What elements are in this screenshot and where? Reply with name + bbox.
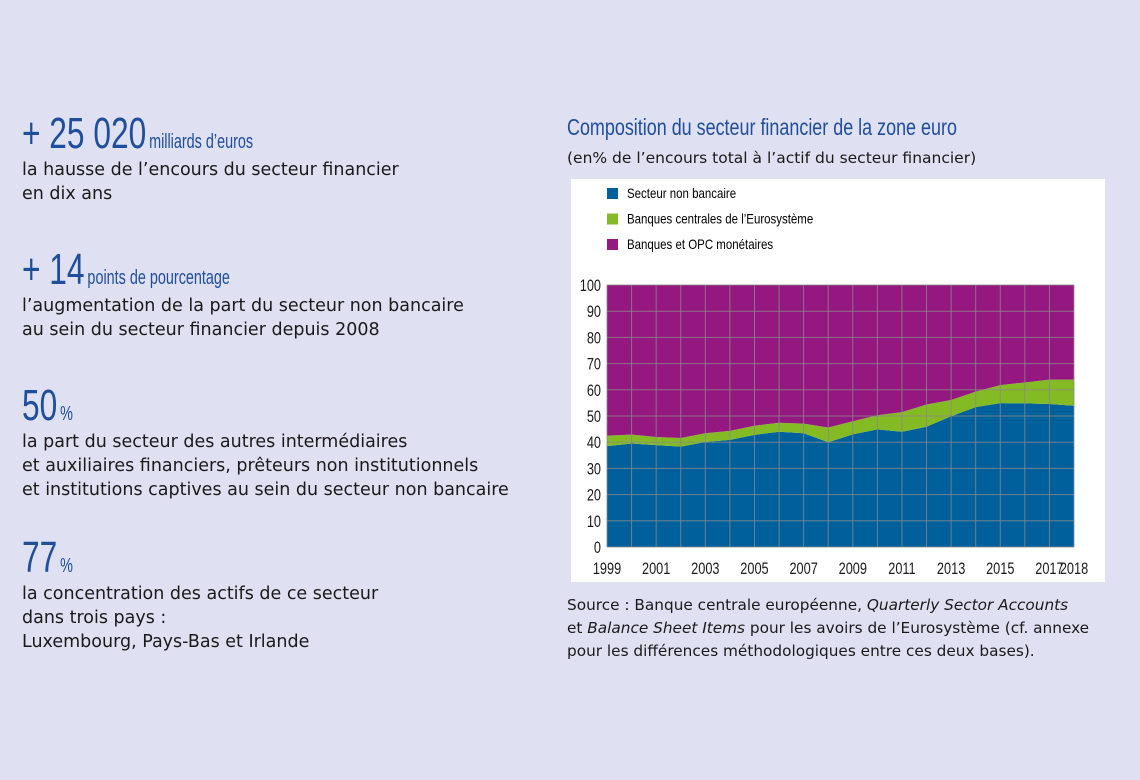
x-tick-label: 2001 bbox=[642, 559, 670, 578]
x-tick-label: 2013 bbox=[937, 559, 965, 578]
legend-swatch bbox=[607, 239, 618, 250]
x-tick-label: 2011 bbox=[888, 559, 915, 578]
source-title: Balance Sheet Items bbox=[587, 619, 746, 637]
description-line: au sein du secteur financier depuis 2008 bbox=[22, 320, 380, 340]
y-tick-label: 70 bbox=[587, 355, 601, 374]
area-series-2 bbox=[607, 285, 1074, 439]
y-tick-label: 10 bbox=[587, 512, 601, 531]
key-figure-heading: + 14 points de pourcentage bbox=[22, 248, 230, 292]
key-figure-value: + 14 bbox=[22, 245, 85, 294]
description-line: l’augmentation de la part du secteur non… bbox=[22, 296, 464, 316]
description-line: la concentration des actifs de ce secteu… bbox=[22, 584, 379, 604]
x-tick-label: 2005 bbox=[740, 559, 768, 578]
y-tick-label: 20 bbox=[587, 486, 601, 505]
key-figure-unit: milliards d’euros bbox=[149, 131, 254, 153]
chart: Secteur non bancaire Banques centrales de… bbox=[571, 179, 1105, 582]
y-tick-label: 50 bbox=[587, 407, 601, 426]
source-text: pour les avoirs de l’Eurosystème (cf. an… bbox=[745, 619, 1090, 637]
description-line: la hausse de l’encours du secteur financ… bbox=[22, 160, 399, 180]
source-text: et bbox=[567, 619, 588, 637]
key-figure-unit: points de pourcentage bbox=[87, 267, 230, 289]
source-note: Source : Banque centrale européenne, Qua… bbox=[567, 594, 1127, 663]
y-tick-label: 60 bbox=[587, 381, 601, 400]
y-tick-label: 40 bbox=[587, 433, 601, 452]
x-tick-label: 2007 bbox=[789, 559, 817, 578]
legend-label: Secteur non bancaire bbox=[627, 185, 736, 201]
description-line: Luxembourg, Pays-Bas et Irlande bbox=[22, 632, 310, 652]
key-figure-value: 77 bbox=[22, 533, 58, 582]
legend-swatch bbox=[607, 213, 618, 225]
description-line: et auxiliaires financiers, prêteurs non … bbox=[22, 456, 479, 476]
x-tick-label: 2015 bbox=[986, 559, 1014, 578]
source-title: Quarterly Sector Accounts bbox=[866, 596, 1069, 614]
area-series-0 bbox=[607, 403, 1074, 547]
key-figure-value: + 25 020 bbox=[22, 109, 147, 158]
legend-label: Banques et OPC monétaires bbox=[627, 236, 773, 252]
x-tick-label: 1999 bbox=[593, 559, 621, 578]
description-line: et institutions captives au sein du sect… bbox=[22, 480, 509, 500]
key-figure: + 25 020 milliards d’euros la hausse de l’… bbox=[22, 112, 399, 206]
key-figure-description: la part du secteur des autres intermédia… bbox=[22, 430, 509, 502]
chart-svg: Secteur non bancaire Banques centrales de… bbox=[580, 185, 1088, 579]
legend-swatch bbox=[607, 188, 618, 199]
source-text: Source : Banque centrale européenne, bbox=[567, 596, 867, 614]
x-tick-label: 2018 bbox=[1060, 559, 1088, 578]
key-figure-unit: % bbox=[60, 555, 73, 577]
y-tick-label: 0 bbox=[594, 538, 601, 557]
y-tick-label: 30 bbox=[587, 460, 601, 479]
key-figure: + 14 points de pourcentage l’augmentation … bbox=[22, 248, 464, 342]
y-tick-label: 80 bbox=[587, 329, 601, 348]
description-line: dans trois pays : bbox=[22, 608, 167, 628]
key-figure-value: 50 bbox=[22, 381, 58, 430]
x-tick-label: 2009 bbox=[839, 559, 867, 578]
key-figure: 50% la part du secteur des autres intermé… bbox=[22, 384, 509, 502]
description-line: la part du secteur des autres intermédia… bbox=[22, 432, 408, 452]
x-tick-label: 2003 bbox=[691, 559, 719, 578]
description-line: en dix ans bbox=[22, 184, 113, 204]
x-tick-label: 2017 bbox=[1035, 559, 1063, 578]
chart-title: Composition du secteur financier de la z… bbox=[567, 114, 957, 140]
key-figure-unit: % bbox=[60, 403, 73, 425]
chart-subtitle: (en% de l’encours total à l’actif du sec… bbox=[567, 149, 977, 167]
key-figure-description: la concentration des actifs de ce secteu… bbox=[22, 582, 378, 654]
key-figure-description: l’augmentation de la part du secteur non… bbox=[22, 294, 464, 342]
key-figure-description: la hausse de l’encours du secteur financ… bbox=[22, 158, 399, 206]
area-series-1 bbox=[607, 379, 1074, 447]
key-figure-heading: 50% bbox=[22, 384, 73, 428]
y-tick-label: 100 bbox=[580, 276, 601, 295]
key-figure: 77% la concentration des actifs de ce sec… bbox=[22, 536, 378, 654]
source-text: pour les différences méthodologiques ent… bbox=[567, 642, 1035, 660]
y-tick-label: 90 bbox=[587, 302, 601, 321]
legend-label: Banques centrales de l’Eurosystème bbox=[627, 210, 813, 226]
key-figure-heading: 77% bbox=[22, 536, 73, 580]
key-figure-heading: + 25 020 milliards d’euros bbox=[22, 112, 253, 156]
